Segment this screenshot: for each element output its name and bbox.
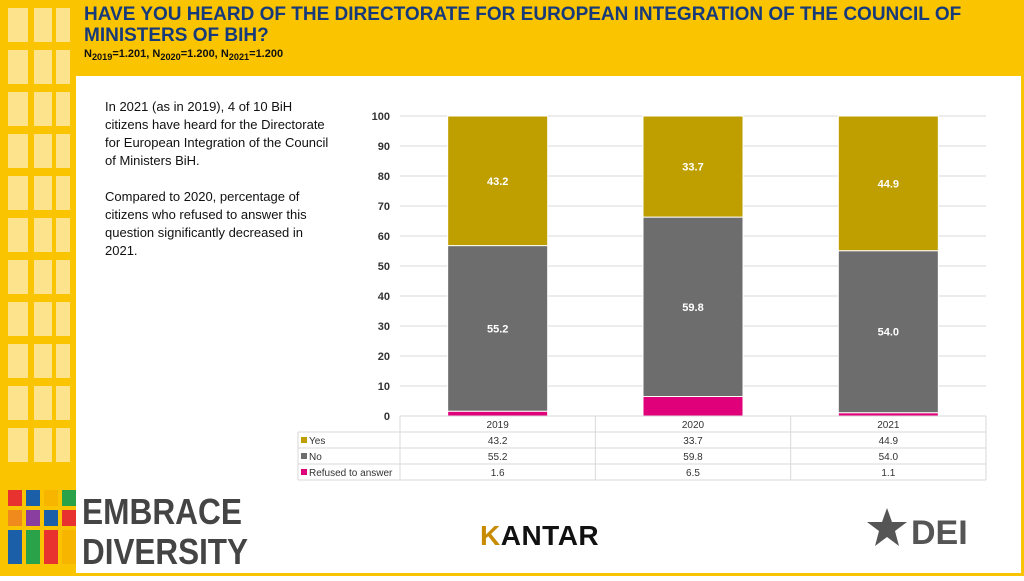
data-label: 55.2: [487, 323, 508, 335]
table-category-label: 2021: [877, 420, 900, 431]
kantar-logo-rest: ANTAR: [500, 520, 600, 551]
table-category-label: 2020: [682, 420, 705, 431]
bar-refused-to-answer: [447, 410, 549, 417]
legend-label: No: [309, 452, 322, 463]
table-cell: 6.5: [686, 468, 700, 479]
table-cell: 55.2: [488, 452, 508, 463]
dei-logo-text: DEI: [911, 514, 968, 552]
data-label: 44.9: [878, 178, 899, 190]
logo-block-green: [62, 490, 76, 506]
table-cell: 44.9: [879, 436, 899, 447]
logo-block-tall-red: [44, 530, 58, 564]
commentary: In 2021 (as in 2019), 4 of 10 BiH citize…: [105, 98, 333, 278]
logo-block-blue-2: [44, 510, 58, 526]
data-label: 59.8: [682, 302, 703, 314]
y-tick-label: 90: [378, 141, 390, 153]
y-tick-label: 50: [378, 261, 390, 273]
bar-yes: [642, 115, 744, 218]
kantar-logo: KANTAR: [480, 520, 599, 552]
n-2019: N2019=1.201,: [84, 48, 153, 63]
logo-block-blue: [26, 490, 40, 506]
dei-logo: DEI: [867, 508, 968, 552]
y-tick-label: 40: [378, 291, 390, 303]
sidebar-pattern: [0, 0, 76, 576]
data-label: 54.0: [878, 327, 899, 339]
table-cell: 33.7: [683, 436, 703, 447]
legend-label: Yes: [309, 436, 325, 447]
logo-block-orange: [8, 510, 22, 526]
sample-size: N2019=1.201, N2020=1.200, N2021=1.200: [84, 48, 283, 62]
kantar-logo-k: K: [480, 520, 501, 551]
y-tick-label: 70: [378, 201, 390, 213]
table-category-label: 2019: [487, 420, 510, 431]
table-cell: 43.2: [488, 436, 508, 447]
y-tick-label: 80: [378, 171, 390, 183]
y-tick-label: 10: [378, 381, 390, 393]
page-title: HAVE YOU HEARD OF THE DIRECTORATE FOR EU…: [84, 4, 962, 46]
data-label: 33.7: [682, 162, 703, 174]
header-bar: [76, 0, 1024, 76]
logo-block-yellow: [44, 490, 58, 506]
logo-embrace-text: EMBRACE: [82, 491, 242, 532]
n-2021: N2021=1.200: [220, 48, 284, 63]
right-border: [1021, 76, 1024, 576]
y-tick-label: 100: [372, 111, 390, 123]
logo-diversity-text: DIVERSITY: [82, 531, 248, 568]
y-tick-label: 0: [384, 411, 390, 423]
bottom-border: [76, 573, 1024, 576]
legend-swatch: [301, 453, 307, 459]
logo-block-tall-blue: [8, 530, 22, 564]
commentary-paragraph-1: In 2021 (as in 2019), 4 of 10 BiH citize…: [105, 99, 329, 168]
table-cell: 59.8: [683, 452, 703, 463]
bar-refused-to-answer: [642, 396, 744, 417]
star-icon: [867, 508, 907, 546]
embrace-diversity-logo: EMBRACE DIVERSITY: [8, 490, 248, 568]
bih-eu-pattern: [8, 8, 70, 462]
bar-no: [837, 250, 939, 414]
y-tick-label: 30: [378, 321, 390, 333]
bar-no: [447, 245, 549, 412]
commentary-paragraph-2: Compared to 2020, percentage of citizens…: [105, 189, 307, 258]
y-tick-label: 20: [378, 351, 390, 363]
table-cell: 1.6: [491, 468, 505, 479]
logo-block-tall-green: [26, 530, 40, 564]
logo-block-purple: [26, 510, 40, 526]
legend-label: Refused to answer: [309, 468, 393, 479]
data-label: 43.2: [487, 176, 508, 188]
legend-swatch: [301, 437, 307, 443]
bar-yes: [837, 115, 939, 252]
logo-block-tall-yellow: [62, 530, 76, 564]
n-2020: N2020=1.200,: [152, 48, 221, 63]
table-cell: 54.0: [879, 452, 899, 463]
legend-swatch: [301, 469, 307, 475]
table-cell: 1.1: [881, 468, 895, 479]
logo-block-red-2: [62, 510, 76, 526]
logo-block-red: [8, 490, 22, 506]
bar-yes: [447, 115, 549, 247]
y-tick-label: 60: [378, 231, 390, 243]
